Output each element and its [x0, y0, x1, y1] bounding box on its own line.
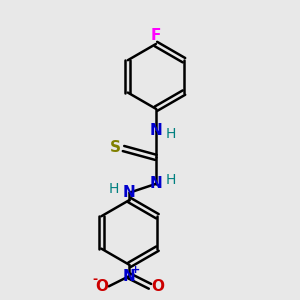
Text: H: H	[166, 127, 176, 141]
Text: +: +	[131, 265, 140, 275]
Text: F: F	[151, 28, 161, 43]
Text: N: N	[149, 123, 162, 138]
Text: S: S	[110, 140, 121, 154]
Text: N: N	[123, 268, 136, 284]
Text: H: H	[166, 173, 176, 187]
Text: -: -	[92, 273, 98, 286]
Text: O: O	[95, 279, 108, 294]
Text: N: N	[149, 176, 162, 191]
Text: H: H	[109, 182, 119, 196]
Text: O: O	[151, 279, 164, 294]
Text: N: N	[123, 185, 136, 200]
